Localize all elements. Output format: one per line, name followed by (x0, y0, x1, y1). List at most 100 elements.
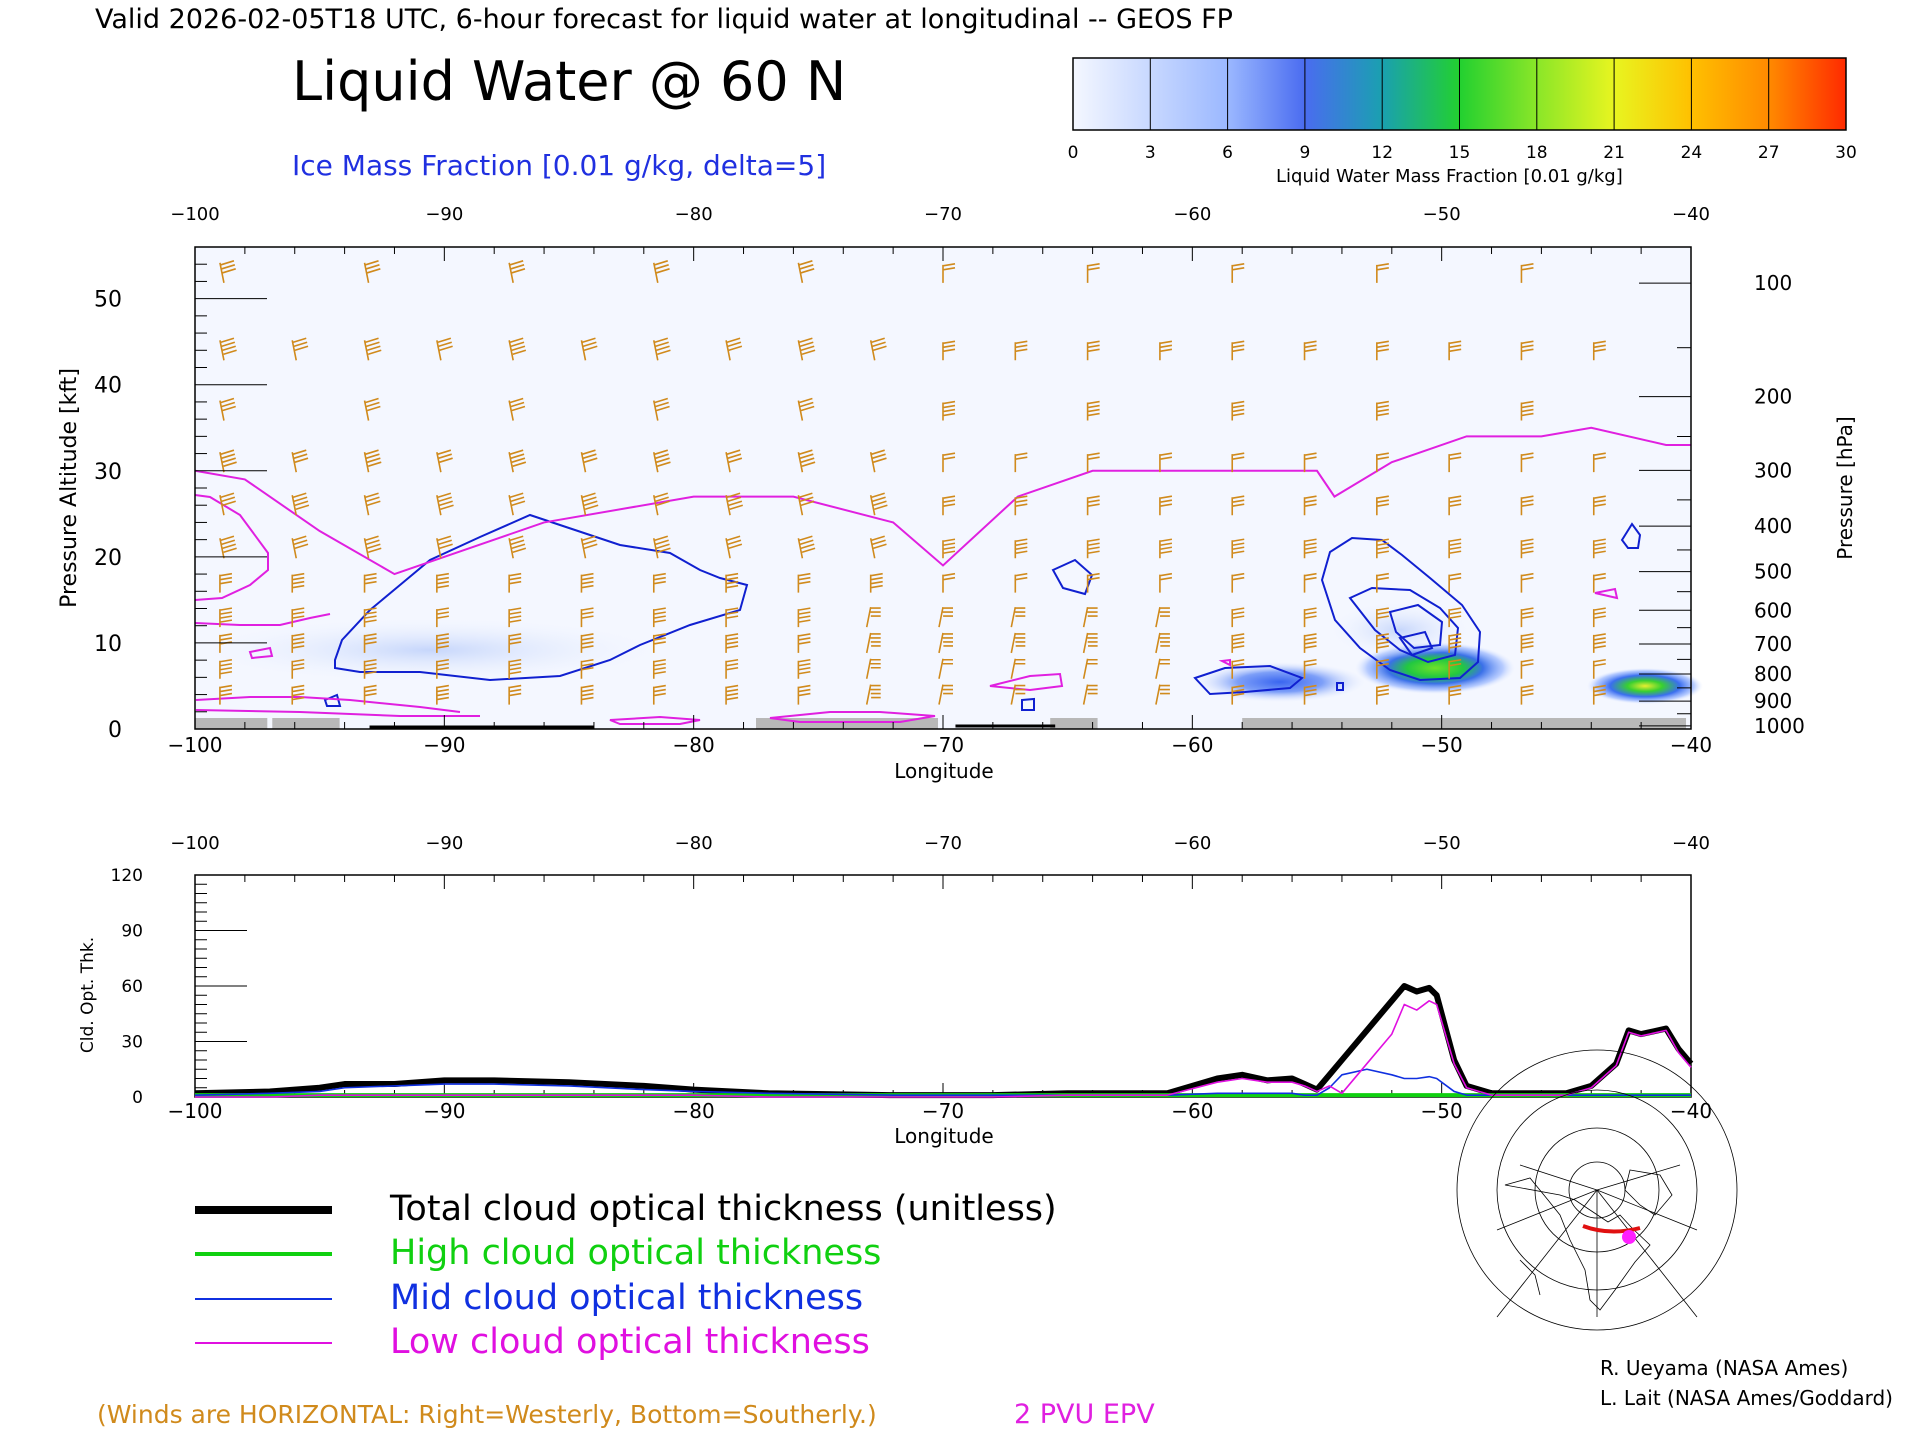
p-tick-label: 500 (1754, 560, 1792, 584)
wind-barb (942, 452, 956, 473)
optical-thickness-panel: −100 −90 −80 −70 −60 −50 −40 −100 −90 −80 −70 −60 −5… (78, 833, 1712, 1148)
wind-barb (1592, 658, 1606, 679)
wind-barb (865, 606, 881, 628)
coastline (1504, 1177, 1651, 1311)
colorbar-tick-label: 24 (1681, 143, 1703, 163)
wind-barb (869, 492, 888, 516)
terrain-segment (1050, 718, 1098, 729)
wind-barb (580, 449, 598, 473)
wind-barb (797, 337, 816, 361)
wind-barb (1155, 632, 1170, 654)
x-tick-label: −50 (1421, 733, 1463, 757)
colorbar-tick-label: 21 (1603, 143, 1625, 163)
wind-barb (1592, 340, 1606, 361)
wind-barb (1520, 495, 1534, 516)
wind-barb (580, 572, 594, 593)
wind-barb (942, 340, 956, 361)
top-tick-label: −40 (1672, 204, 1710, 225)
x-tick-label-bottom: −60 (1171, 1099, 1213, 1123)
ice-contour-main-inner (1388, 603, 1444, 650)
wind-barb (436, 572, 449, 593)
x-tick-label-bottom: −80 (673, 1099, 715, 1123)
wind-barb (219, 658, 233, 679)
wind-barb (725, 535, 743, 559)
top-tick-label-bottom: −50 (1423, 833, 1461, 854)
wind-barb (797, 449, 816, 473)
y-tick-label: 0 (108, 718, 122, 743)
x-tick-label-bottom: −70 (922, 1099, 964, 1123)
wind-barb (580, 684, 594, 705)
colorbar-tick-label: 12 (1371, 143, 1393, 163)
wind-barb (1303, 658, 1317, 679)
wind-barb (797, 572, 811, 593)
wind-barb (291, 535, 309, 559)
wind-barb (725, 572, 739, 593)
wind-barb (652, 535, 671, 559)
wind-barb (797, 658, 811, 679)
epv-contour (194, 613, 331, 626)
wind-barb (1086, 572, 1100, 593)
p-tick-label: 200 (1754, 385, 1792, 409)
colorbar-tick-label: 18 (1526, 143, 1548, 163)
wind-barb (797, 684, 811, 705)
wind-barb (1448, 495, 1462, 516)
ice-contour-inner2 (1398, 630, 1434, 657)
main-title: Liquid Water @ 60 N (292, 50, 846, 113)
ice-contour-tiny2 (1336, 682, 1344, 691)
x-tick-label: −60 (1171, 733, 1213, 757)
wind-barb (652, 337, 671, 361)
wind-barb (436, 449, 453, 473)
terrain-mask (195, 718, 1687, 729)
wind-barb (1520, 538, 1534, 559)
wind-barb (1376, 658, 1389, 679)
wind-barb (436, 535, 453, 559)
wind-barb (291, 607, 305, 628)
wind-barb (1231, 607, 1245, 628)
epv-contour-west (194, 494, 269, 601)
wind-barb (1376, 607, 1389, 628)
wind-barb (219, 684, 233, 705)
wind-barb (508, 260, 526, 283)
wind-barb (1010, 684, 1026, 705)
colorbar-tick-label: 3 (1145, 143, 1156, 163)
wind-barb (1159, 340, 1173, 361)
wind-barb (1592, 572, 1606, 593)
p-tick-label: 800 (1754, 662, 1792, 686)
wind-barb (652, 492, 670, 516)
wind-barb (508, 535, 527, 559)
colorbar-tick-label: 9 (1299, 143, 1310, 163)
legend-label-mid: Mid cloud optical thickness (390, 1278, 863, 1318)
wind-barb (1592, 538, 1606, 559)
wind-barb (869, 449, 887, 473)
legend: Total cloud optical thickness (unitless)… (195, 1189, 1057, 1362)
wind-barb (1082, 684, 1098, 705)
wind-barb (436, 492, 454, 516)
valid-line: Valid 2026-02-05T18 UTC, 6-hour forecast… (95, 4, 1233, 35)
x-tick-label: −40 (1670, 733, 1712, 757)
epv-contour (769, 711, 936, 723)
credit-2: L. Lait (NASA Ames/Goddard) (1600, 1386, 1893, 1410)
ice-contour-tiny1 (1021, 697, 1035, 711)
wind-barb (1231, 538, 1245, 559)
colorbar-tick-label: 27 (1758, 143, 1780, 163)
wind-barb (1520, 658, 1534, 679)
wind-barb (1086, 400, 1100, 421)
wind-barb (1231, 263, 1245, 283)
wind-barb (1231, 684, 1245, 705)
wind-barb (869, 337, 887, 361)
epv-tropopause-line (194, 426, 1691, 576)
colorbar-tick-label: 30 (1835, 143, 1857, 163)
top-tick-label-bottom: −100 (170, 833, 219, 854)
colorbar-tick-label: 15 (1449, 143, 1471, 163)
wind-barb (363, 535, 382, 559)
p-tick-label: 600 (1754, 598, 1792, 622)
y-tick-label-bottom: 90 (121, 922, 143, 942)
wind-barb (1303, 684, 1317, 705)
wind-barb (580, 492, 599, 516)
wind-barb (363, 449, 382, 473)
wind-barb (1155, 658, 1170, 679)
wind-barb (1086, 340, 1100, 361)
wind-barb (580, 633, 594, 653)
colorbar-label: Liquid Water Mass Fraction [0.01 g/kg] (1276, 166, 1623, 187)
wind-barb (1303, 452, 1317, 473)
